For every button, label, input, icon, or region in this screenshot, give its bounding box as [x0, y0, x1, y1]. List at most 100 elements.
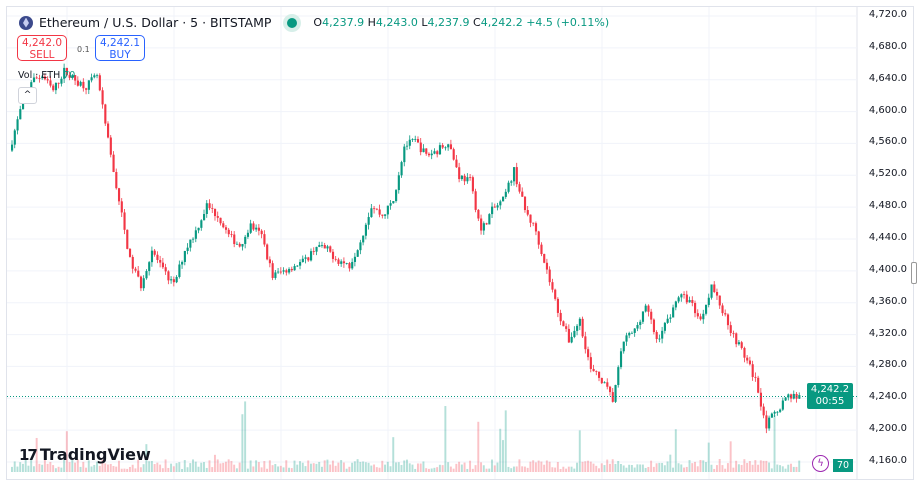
- candle-body: [257, 227, 261, 231]
- candle-body: [19, 109, 22, 120]
- volume-bar: [104, 463, 107, 472]
- candle-body: [499, 201, 502, 206]
- volume-bar: [367, 462, 370, 472]
- candle-body: [274, 272, 277, 278]
- volume-bar: [425, 468, 428, 472]
- candle-body: [41, 76, 44, 79]
- volume-bar: [776, 464, 779, 472]
- candle-body: [183, 250, 186, 262]
- volume-bar: [532, 460, 535, 472]
- volume-bar: [148, 461, 151, 472]
- volume-bar: [416, 463, 419, 472]
- candle-body: [246, 232, 250, 237]
- candle-body: [38, 78, 41, 79]
- candle-body: [395, 190, 398, 202]
- volume-bar: [406, 459, 408, 472]
- volume-bar: [551, 467, 554, 472]
- volume-bar: [359, 461, 362, 472]
- volume-bar: [41, 464, 44, 472]
- candle-body: [293, 266, 296, 271]
- candle-body: [123, 212, 126, 230]
- candle-body: [754, 376, 757, 378]
- scale-handle[interactable]: [911, 262, 917, 284]
- volume-bar: [685, 466, 688, 472]
- candle-body: [471, 177, 474, 192]
- low-label: L: [421, 16, 428, 29]
- candle-body: [282, 270, 285, 272]
- candle-body: [781, 400, 784, 410]
- candle-body: [523, 196, 527, 211]
- price-chart[interactable]: [7, 7, 913, 479]
- volume-bar: [523, 466, 526, 472]
- volume-bar: [30, 459, 33, 472]
- price-tick-label: 4,200.0: [868, 423, 907, 435]
- candle-body: [213, 208, 217, 217]
- volume-bar: [773, 414, 776, 472]
- volume-bar: [499, 428, 502, 472]
- volume-bar: [74, 462, 77, 472]
- volume-bar: [159, 464, 162, 472]
- volume-bar: [238, 462, 241, 472]
- candle-body: [710, 284, 713, 298]
- chart-panel[interactable]: Ethereum / U.S. Dollar · 5 · BITSTAMP O4…: [6, 6, 917, 480]
- candle-body: [762, 406, 765, 416]
- volume-bar: [282, 467, 285, 472]
- lightning-icon[interactable]: ϟ: [812, 455, 829, 472]
- volume-bar: [205, 467, 208, 472]
- volume-legend[interactable]: Vol · ETH 70: [18, 70, 75, 81]
- symbol-title[interactable]: Ethereum / U.S. Dollar · 5 · BITSTAMP: [39, 15, 272, 30]
- candle-body: [759, 392, 762, 407]
- candle-body: [466, 177, 469, 182]
- candle-body: [551, 282, 554, 290]
- volume-bar: [713, 468, 716, 472]
- volume-bar: [644, 467, 647, 472]
- candle-body: [598, 371, 601, 378]
- volume-bar: [246, 468, 249, 472]
- candle-body: [532, 222, 535, 224]
- tradingview-logo[interactable]: 17 TradingView: [19, 445, 151, 464]
- candle-body: [164, 267, 167, 272]
- volume-bar: [153, 464, 156, 472]
- volume-bar: [386, 461, 389, 472]
- candle-body: [724, 313, 727, 315]
- volume-bar: [463, 462, 466, 472]
- volume-bar: [726, 463, 729, 472]
- volume-bar: [11, 466, 13, 472]
- candle-body: [93, 75, 96, 78]
- volume-bar: [540, 461, 543, 472]
- candle-body: [715, 291, 719, 296]
- candle-body: [301, 258, 304, 263]
- volume-bar: [329, 464, 332, 472]
- price-tick-label: 4,160.0: [868, 455, 907, 466]
- sell-button[interactable]: 4,242.0 SELL: [17, 35, 67, 61]
- volume-bar: [737, 464, 740, 472]
- candle-body: [337, 259, 340, 264]
- volume-bar: [449, 466, 452, 472]
- candle-body: [510, 181, 513, 183]
- candle-body: [735, 333, 738, 345]
- volume-bar: [578, 430, 581, 472]
- volume-bar: [370, 465, 373, 472]
- candle-body: [230, 234, 233, 236]
- candle-body: [329, 246, 332, 252]
- price-tick-label: 4,360.0: [868, 295, 907, 307]
- volume-bar: [49, 461, 52, 472]
- candle-body: [543, 254, 546, 263]
- market-open-icon: [287, 17, 298, 28]
- volume-bar: [496, 462, 499, 472]
- candle-body: [115, 172, 118, 189]
- candle-body: [458, 167, 461, 180]
- candle-body: [16, 119, 19, 131]
- volume-bar: [647, 466, 650, 472]
- candle-body: [161, 262, 165, 268]
- volume-bar: [115, 466, 118, 472]
- price-tick-label: 4,440.0: [868, 232, 907, 243]
- candle-body: [570, 336, 573, 343]
- volume-bar: [746, 462, 749, 472]
- collapse-legend-button[interactable]: ^: [18, 87, 37, 104]
- volume-bar: [787, 464, 790, 472]
- candle-body: [603, 382, 606, 384]
- volume-bar: [362, 461, 365, 472]
- volume-bar: [342, 462, 345, 472]
- buy-button[interactable]: 4,242.1 BUY: [95, 35, 145, 61]
